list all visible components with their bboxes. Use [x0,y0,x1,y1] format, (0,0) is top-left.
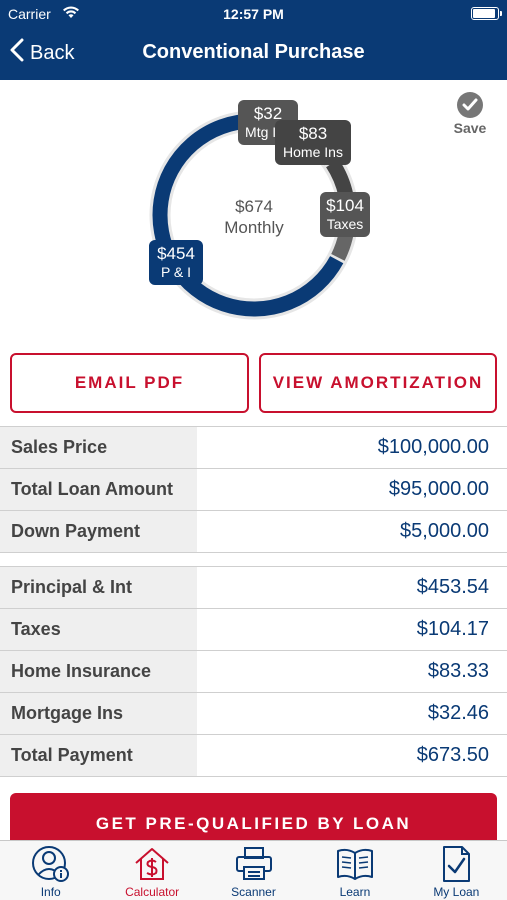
row-label: Down Payment [0,511,197,552]
row-value: $95,000.00 [388,478,489,500]
email-pdf-button[interactable]: EMAIL PDF [10,353,249,413]
donut-label-taxes: $104 Taxes [320,192,370,237]
row-label: Sales Price [0,427,197,468]
tab-calculator[interactable]: Calculator [101,841,202,900]
status-time: 12:57 PM [223,6,284,22]
tab-label: Calculator [125,885,180,899]
back-label: Back [30,41,75,64]
document-check-icon [443,846,471,882]
chevron-left-icon [10,38,24,68]
tab-label: Info [40,885,61,899]
row-value: $104.17 [416,618,489,640]
carrier-label: Carrier [8,6,51,22]
row-value: $5,000.00 [400,520,489,542]
row-label: Taxes [0,609,197,650]
house-dollar-icon [135,848,169,880]
tax-amount: $104 [326,196,364,215]
pi-name: P & I [160,264,192,280]
loan-summary-table: Sales Price $100,000.00 Total Loan Amoun… [0,426,507,553]
payment-breakdown-table: Principal & Int $453.54 Taxes $104.17 Ho… [0,566,507,777]
table-row: Total Loan Amount $95,000.00 [0,469,507,511]
row-value: $32.46 [427,702,489,724]
row-value: $453.54 [416,576,489,598]
table-row: Sales Price $100,000.00 [0,427,507,469]
row-label: Principal & Int [0,567,197,608]
book-icon [336,848,373,880]
tab-bar: Info Calculator Scanner [0,840,507,900]
donut-label-home-insurance: $83 Home Ins [275,120,351,165]
row-value: $83.33 [427,660,489,682]
tab-label: My Loan [433,885,480,899]
table-row: Mortgage Ins $32.46 [0,693,507,735]
payment-donut-chart: $674 Monthly $454 P & I $32 Mtg Ins $83 … [0,80,507,345]
row-label: Total Payment [0,735,197,776]
view-amortization-button[interactable]: VIEW AMORTIZATION [259,353,497,413]
row-value: $100,000.00 [377,436,489,458]
donut-center: $674 Monthly [204,196,304,238]
donut-center-label: Monthly [224,218,284,237]
wifi-icon [62,5,80,22]
row-value: $673.50 [416,744,489,766]
row-label: Home Insurance [0,651,197,692]
save-label: Save [453,120,487,136]
tab-info[interactable]: Info [0,841,101,900]
home-name: Home Ins [283,144,343,160]
tab-learn[interactable]: Learn [304,841,405,900]
page-title: Conventional Purchase [142,41,365,63]
person-info-icon [31,846,69,882]
status-bar: Carrier 12:57 PM [0,0,507,28]
row-label: Total Loan Amount [0,469,197,510]
battery-icon [471,7,502,20]
table-row: Taxes $104.17 [0,609,507,651]
table-row: Total Payment $673.50 [0,735,507,777]
table-row: Home Insurance $83.33 [0,651,507,693]
mtg-amount: $32 [253,104,283,123]
tab-label: Learn [339,885,371,899]
row-label: Mortgage Ins [0,693,197,734]
scanner-icon [235,847,272,880]
back-button[interactable]: Back [10,38,74,68]
navigation-bar: Back Conventional Purchase [0,28,507,80]
donut-label-principal-interest: $454 P & I [149,240,203,285]
donut-center-amount: $674 [235,197,273,216]
tab-label: Scanner [231,885,276,899]
home-amount: $83 [298,124,328,143]
save-button[interactable]: Save [449,92,491,136]
tab-my-loan[interactable]: My Loan [406,841,507,900]
checkmark-icon [457,92,483,118]
tax-name: Taxes [326,216,364,232]
tab-scanner[interactable]: Scanner [203,841,304,900]
pi-amount: $454 [157,244,195,263]
table-row: Principal & Int $453.54 [0,567,507,609]
table-row: Down Payment $5,000.00 [0,511,507,553]
